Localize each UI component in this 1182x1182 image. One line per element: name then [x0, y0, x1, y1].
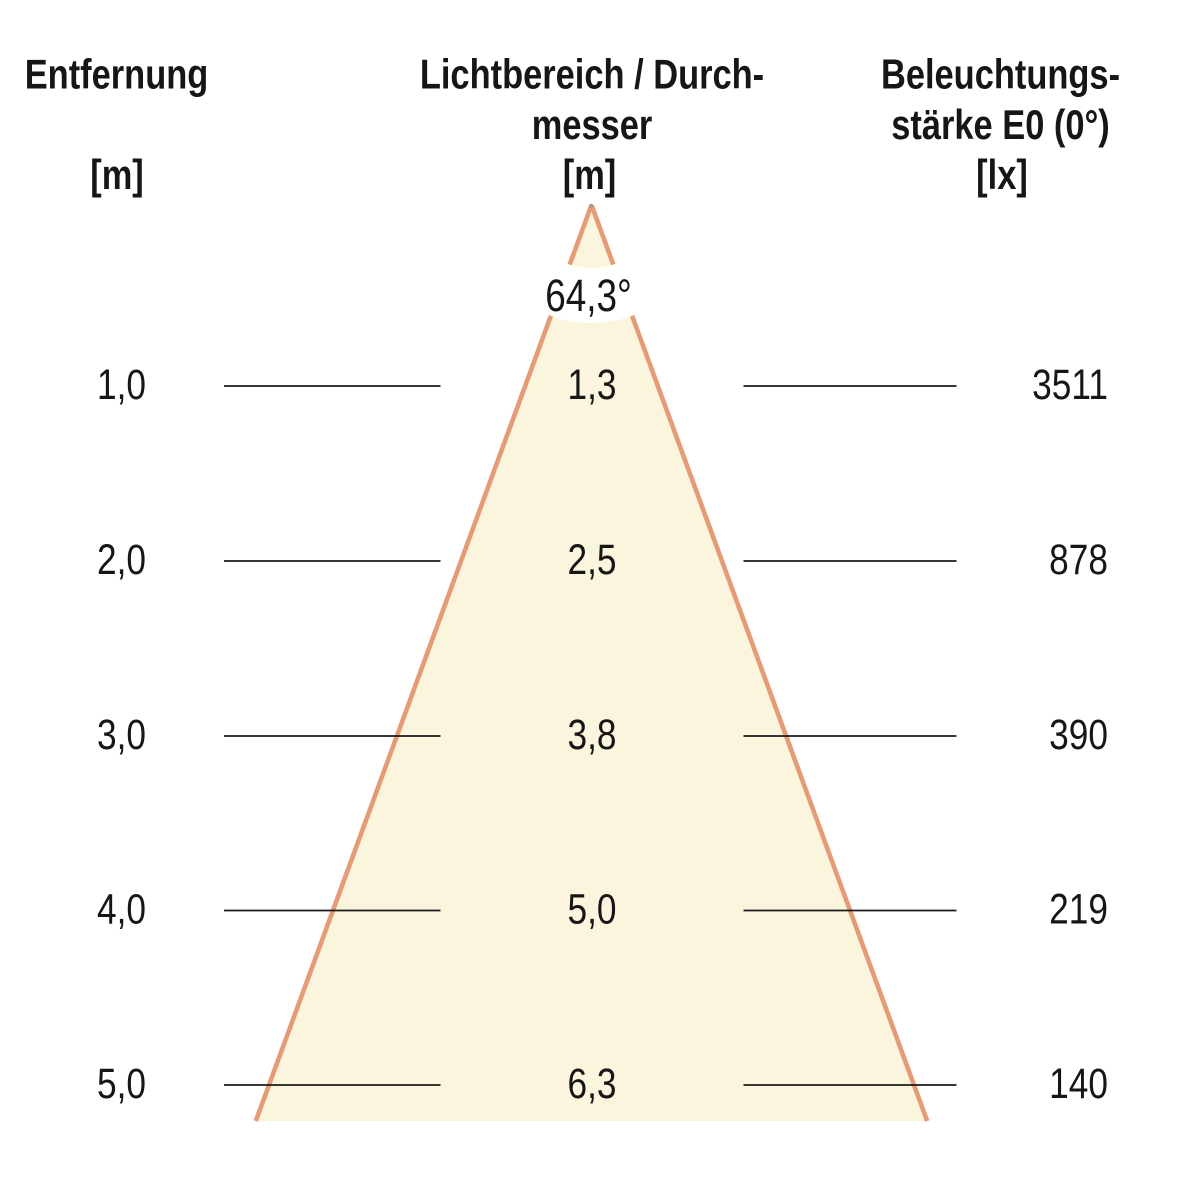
- svg-text:stärke E0 (0°): stärke E0 (0°): [891, 102, 1110, 149]
- svg-text:4,0: 4,0: [97, 885, 146, 933]
- svg-text:64,3°: 64,3°: [545, 271, 632, 321]
- svg-text:390: 390: [1049, 711, 1108, 759]
- svg-text:[lx]: [lx]: [976, 152, 1028, 199]
- svg-text:Entfernung: Entfernung: [25, 51, 209, 98]
- svg-text:5,0: 5,0: [567, 885, 616, 933]
- svg-text:3511: 3511: [1032, 361, 1108, 409]
- svg-text:messer: messer: [532, 102, 653, 149]
- svg-text:1,0: 1,0: [97, 361, 146, 409]
- svg-text:878: 878: [1049, 536, 1108, 584]
- svg-text:5,0: 5,0: [97, 1060, 146, 1108]
- svg-text:1,3: 1,3: [567, 361, 616, 409]
- svg-text:2,5: 2,5: [567, 536, 616, 584]
- svg-text:140: 140: [1049, 1060, 1108, 1108]
- svg-text:[m]: [m]: [90, 152, 144, 199]
- svg-text:219: 219: [1049, 885, 1108, 933]
- svg-text:6,3: 6,3: [567, 1060, 616, 1108]
- svg-text:Lichtbereich / Durch-: Lichtbereich / Durch-: [420, 51, 764, 98]
- svg-text:3,0: 3,0: [97, 711, 146, 759]
- svg-text:3,8: 3,8: [567, 711, 616, 759]
- svg-text:[m]: [m]: [563, 152, 617, 199]
- svg-text:2,0: 2,0: [97, 536, 146, 584]
- svg-text:Beleuchtungs-: Beleuchtungs-: [881, 51, 1120, 98]
